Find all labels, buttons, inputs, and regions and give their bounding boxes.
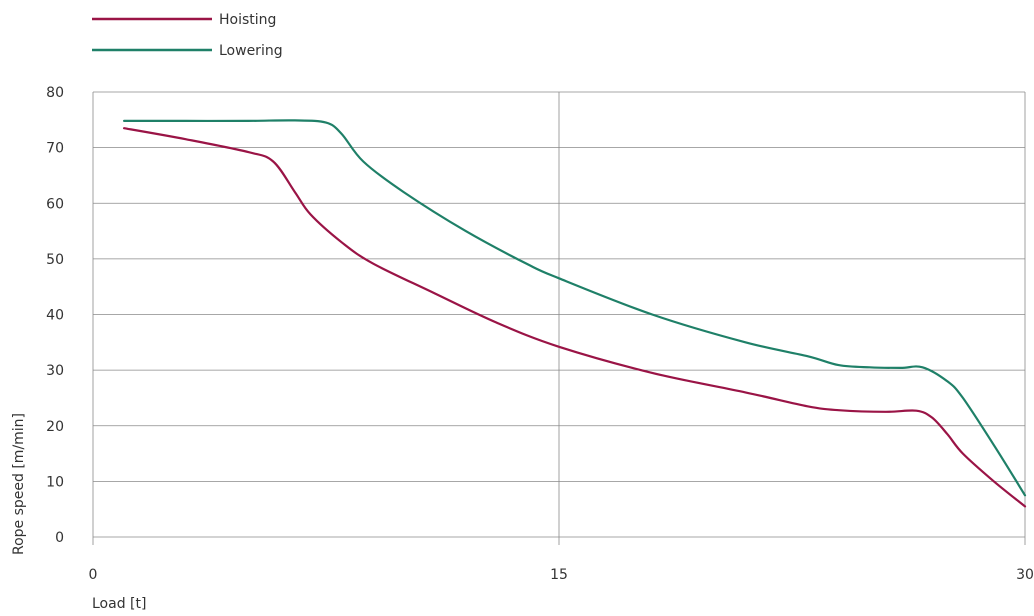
y-tick-labels: 0 10 20 30 40 50 60 70 80 (46, 85, 64, 546)
y-axis-label: Rope speed [m/min] (11, 413, 27, 555)
y-tick-label: 70 (46, 141, 64, 157)
y-tick-label: 30 (46, 363, 64, 379)
legend-label-hoisting: Hoisting (219, 12, 276, 28)
y-tick-label: 50 (46, 252, 64, 268)
x-tick-label: 15 (550, 567, 568, 583)
y-tick-label: 60 (46, 196, 64, 212)
y-tick-label: 40 (46, 308, 64, 324)
y-tick-label: 20 (46, 419, 64, 435)
legend: Hoisting Lowering (92, 12, 283, 59)
x-tick-label: 0 (89, 567, 98, 583)
y-tick-label: 10 (46, 474, 64, 490)
legend-label-lowering: Lowering (219, 43, 283, 59)
y-tick-label: 0 (55, 530, 64, 546)
series-line-hoisting (123, 127, 1027, 508)
y-tick-label: 80 (46, 85, 64, 101)
grid (92, 91, 1026, 545)
series-line-lowering (123, 119, 1027, 497)
x-axis-label: Load [t] (92, 596, 146, 612)
x-tick-labels: 0 15 30 (89, 567, 1034, 583)
x-tick-label: 30 (1016, 567, 1034, 583)
